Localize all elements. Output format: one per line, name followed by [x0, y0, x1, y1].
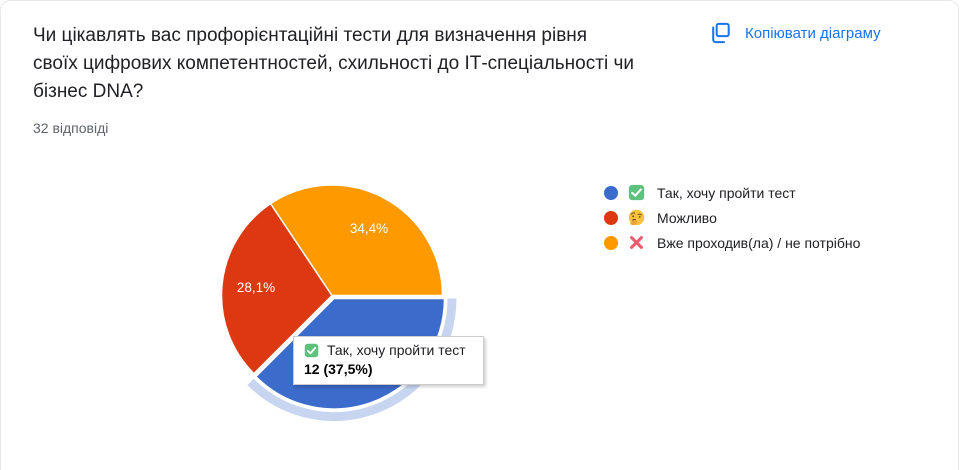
question-title: Чи цікавлять вас профорієнтаційні тести … — [33, 22, 713, 106]
white-check-mark-emoji — [304, 343, 319, 357]
slice-label-already: 34,4% — [350, 221, 388, 236]
copy-chart-label: Копіювати діаграму — [745, 24, 881, 42]
legend-dot-orange — [604, 235, 618, 250]
copy-icon — [712, 22, 730, 44]
copy-chart-button[interactable]: Копіювати діаграму — [702, 15, 887, 51]
question-title-line: бізнес DNA? — [33, 81, 144, 102]
legend-label-already: Вже проходив(ла) / не потрібно — [657, 234, 861, 251]
question-title-line: Чи цікавлять вас профорієнтаційні тести … — [33, 25, 588, 46]
chart-tooltip: Так, хочу пройти тест 12 (37,5%) — [293, 336, 484, 385]
white-check-mark-emoji — [628, 184, 645, 201]
legend-label-yes: Так, хочу пройти тест — [657, 184, 796, 201]
cross-mark-emoji — [630, 236, 643, 249]
legend-item-yes: Так, хочу пройти тест — [604, 180, 860, 205]
tooltip-label: Так, хочу пройти тест — [327, 342, 466, 358]
pie-slice-already[interactable] — [269, 184, 444, 297]
chart-legend: Так, хочу пройти тест Можливо — [604, 180, 860, 255]
slice-label-maybe: 28,1% — [237, 280, 275, 295]
legend-label-maybe: Можливо — [657, 209, 717, 226]
pie-chart: 34,4% 28,1% — [220, 184, 457, 421]
legend-item-already: Вже проходив(ла) / не потрібно — [604, 230, 860, 255]
thinking-face-emoji — [628, 209, 645, 226]
legend-item-maybe: Можливо — [604, 205, 860, 230]
tooltip-value: 12 (37,5%) — [304, 361, 373, 377]
question-title-line: своїх цифрових компетентностей, схильнос… — [33, 53, 634, 74]
legend-dot-red — [604, 210, 618, 225]
legend-dot-blue — [604, 185, 618, 200]
responses-count: 32 відповіді — [33, 120, 109, 136]
pie-slice-maybe[interactable] — [220, 202, 333, 375]
